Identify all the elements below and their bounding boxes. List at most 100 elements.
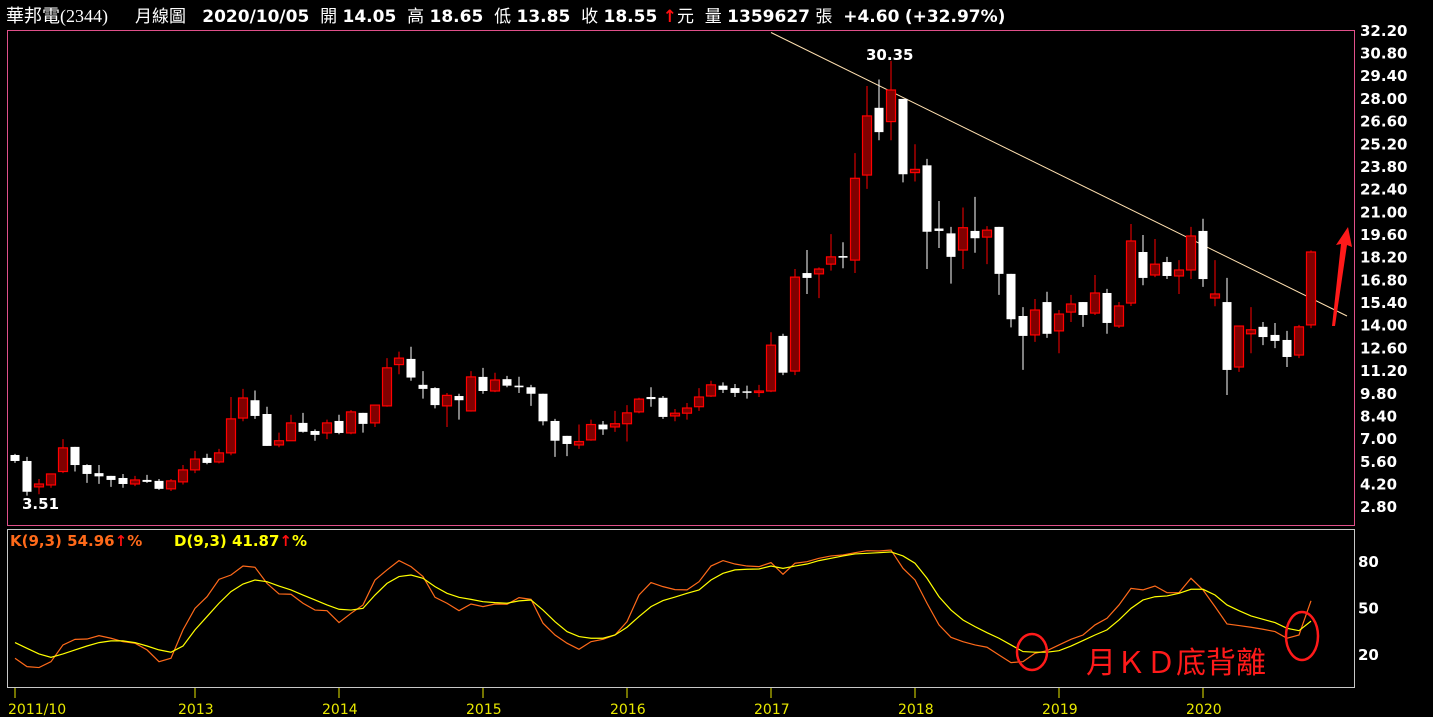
- candle[interactable]: [1209, 260, 1221, 307]
- candle[interactable]: [693, 388, 705, 411]
- candle[interactable]: [1006, 273, 1016, 328]
- candle[interactable]: [177, 465, 189, 485]
- candle[interactable]: [250, 390, 260, 419]
- candle[interactable]: [478, 367, 488, 394]
- candle[interactable]: [1113, 302, 1125, 328]
- candle[interactable]: [585, 419, 597, 441]
- candle[interactable]: [1089, 275, 1101, 316]
- candle[interactable]: [550, 418, 560, 457]
- candle[interactable]: [441, 392, 453, 427]
- candle[interactable]: [753, 384, 765, 397]
- candle[interactable]: [765, 332, 777, 393]
- candle[interactable]: [345, 409, 357, 435]
- candle[interactable]: [946, 226, 956, 284]
- candle[interactable]: [502, 375, 512, 388]
- candle[interactable]: [1270, 322, 1280, 349]
- candle[interactable]: [970, 196, 980, 253]
- candle[interactable]: [1102, 288, 1112, 334]
- candle[interactable]: [1198, 218, 1208, 287]
- candle[interactable]: [922, 158, 932, 270]
- candle[interactable]: [849, 153, 861, 274]
- candle[interactable]: [1065, 294, 1077, 322]
- candle[interactable]: [334, 414, 344, 435]
- candle[interactable]: [1078, 302, 1088, 327]
- candle[interactable]: [646, 387, 656, 407]
- candle[interactable]: [129, 475, 141, 487]
- candle[interactable]: [861, 85, 873, 189]
- candle[interactable]: [106, 475, 116, 487]
- candle[interactable]: [1293, 324, 1305, 359]
- candle[interactable]: [321, 419, 333, 440]
- candle[interactable]: [142, 474, 152, 483]
- candle[interactable]: [465, 371, 477, 412]
- candle[interactable]: [489, 372, 501, 393]
- candle[interactable]: [885, 60, 897, 141]
- chart-type[interactable]: 月線圖: [135, 7, 187, 27]
- candle[interactable]: [1053, 309, 1065, 354]
- candle[interactable]: [154, 478, 164, 490]
- candle[interactable]: [393, 351, 405, 375]
- candle[interactable]: [454, 393, 464, 420]
- candle[interactable]: [225, 396, 237, 456]
- candle[interactable]: [1042, 291, 1052, 338]
- candle[interactable]: [1258, 321, 1268, 346]
- candle[interactable]: [1029, 298, 1041, 342]
- candle[interactable]: [82, 464, 92, 483]
- candle[interactable]: [514, 376, 524, 393]
- candle[interactable]: [369, 404, 381, 427]
- candle[interactable]: [298, 412, 308, 433]
- candle[interactable]: [310, 429, 320, 441]
- candle[interactable]: [237, 388, 249, 422]
- candle[interactable]: [1282, 330, 1292, 368]
- candle[interactable]: [262, 406, 272, 446]
- candle[interactable]: [70, 446, 80, 472]
- candle[interactable]: [1162, 256, 1172, 280]
- candle[interactable]: [94, 465, 104, 484]
- candle[interactable]: [538, 393, 548, 426]
- candle[interactable]: [1138, 234, 1148, 286]
- candle[interactable]: [285, 414, 297, 442]
- candle[interactable]: [598, 420, 608, 435]
- candle[interactable]: [813, 267, 825, 299]
- candle[interactable]: [609, 410, 621, 432]
- candle[interactable]: [718, 382, 728, 393]
- candle[interactable]: [1149, 239, 1161, 278]
- candle[interactable]: [406, 346, 416, 381]
- candle[interactable]: [526, 384, 536, 406]
- candle[interactable]: [1173, 260, 1185, 294]
- candle[interactable]: [10, 453, 20, 463]
- candle[interactable]: [165, 478, 177, 491]
- candle[interactable]: [430, 387, 440, 409]
- candle[interactable]: [874, 79, 884, 141]
- candle[interactable]: [118, 473, 128, 488]
- candle[interactable]: [742, 385, 752, 399]
- candle[interactable]: [1222, 277, 1232, 396]
- candle[interactable]: [358, 412, 368, 433]
- candle[interactable]: [981, 226, 993, 265]
- candle[interactable]: [909, 144, 921, 182]
- candle[interactable]: [1233, 325, 1245, 372]
- candle[interactable]: [825, 234, 837, 271]
- candle[interactable]: [189, 450, 201, 474]
- candle[interactable]: [33, 478, 45, 495]
- candle[interactable]: [1018, 307, 1028, 370]
- candle[interactable]: [730, 384, 740, 397]
- candle[interactable]: [562, 435, 572, 457]
- candle[interactable]: [418, 371, 428, 399]
- candle[interactable]: [898, 98, 908, 183]
- candle[interactable]: [934, 200, 944, 248]
- candle[interactable]: [22, 456, 32, 496]
- candle[interactable]: [1125, 223, 1137, 306]
- candle[interactable]: [957, 207, 969, 270]
- candle[interactable]: [658, 396, 668, 419]
- candle[interactable]: [273, 432, 285, 448]
- candle[interactable]: [621, 405, 633, 442]
- candle[interactable]: [705, 380, 717, 397]
- candle[interactable]: [789, 269, 801, 376]
- candle[interactable]: [802, 250, 812, 294]
- candle[interactable]: [213, 448, 225, 464]
- candle[interactable]: [1185, 226, 1197, 280]
- candle[interactable]: [57, 439, 69, 474]
- candle[interactable]: [994, 226, 1004, 295]
